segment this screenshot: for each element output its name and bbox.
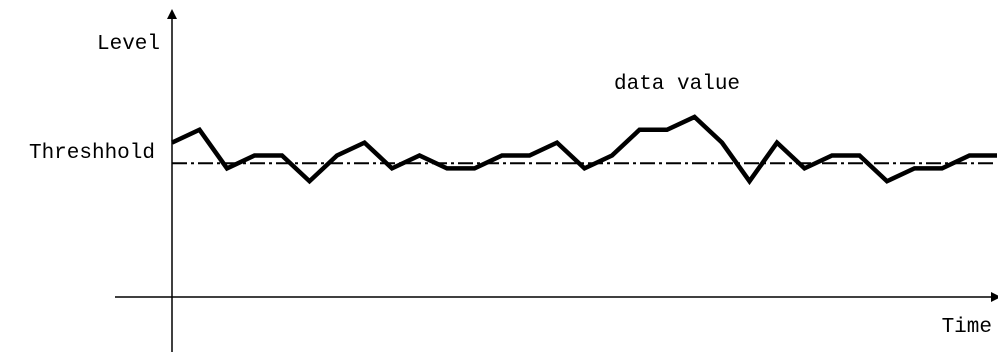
series-layer — [171, 114, 997, 186]
x-axis-label: Time — [942, 316, 992, 339]
series-line — [171, 114, 997, 186]
series-label: data value — [614, 73, 740, 96]
threshold-label: Threshhold — [29, 142, 155, 165]
y-axis-label: Level — [97, 33, 160, 56]
